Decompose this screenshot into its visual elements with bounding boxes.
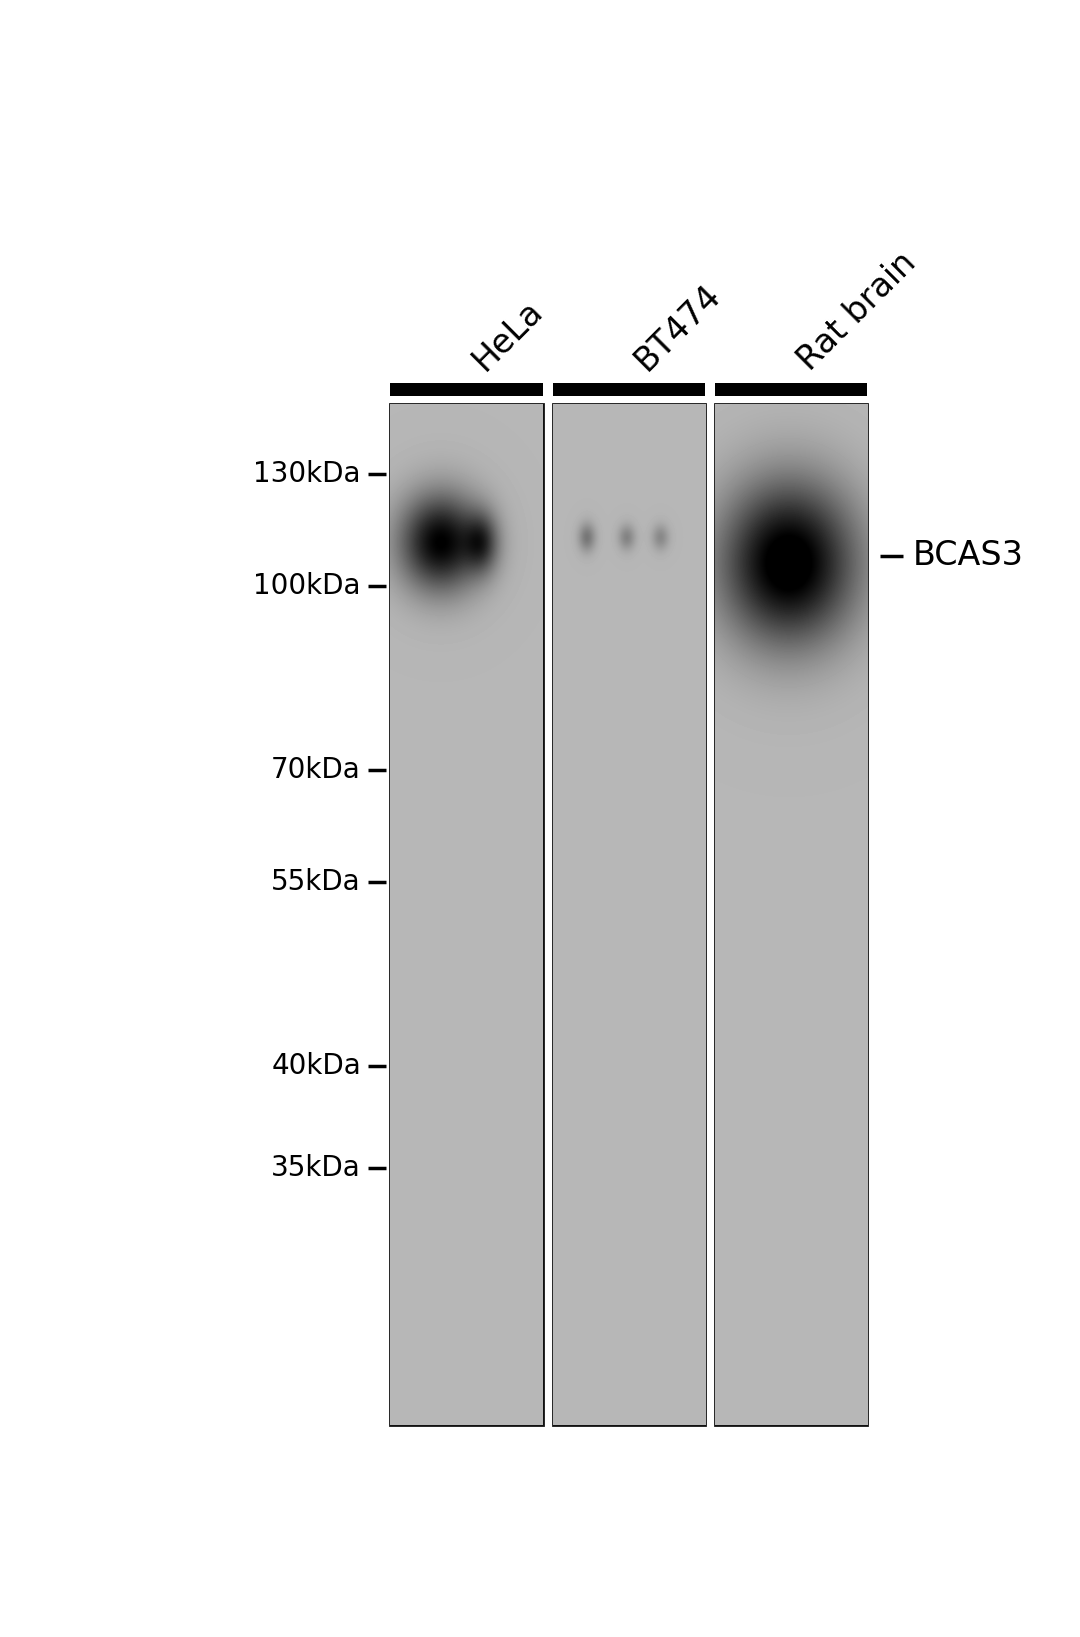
Text: 40kDa: 40kDa <box>271 1053 361 1080</box>
Text: 130kDa: 130kDa <box>254 460 361 488</box>
Text: HeLa: HeLa <box>467 293 550 377</box>
Text: Rat brain: Rat brain <box>792 246 922 377</box>
Bar <box>553 383 705 396</box>
Bar <box>553 404 705 1426</box>
Text: BT474: BT474 <box>629 278 728 377</box>
Text: 55kDa: 55kDa <box>271 868 361 895</box>
Text: 70kDa: 70kDa <box>271 756 361 784</box>
Bar <box>715 383 867 396</box>
Text: BCAS3: BCAS3 <box>913 539 1024 571</box>
Bar <box>715 404 867 1426</box>
Text: 100kDa: 100kDa <box>254 573 361 601</box>
Bar <box>390 383 542 396</box>
Bar <box>390 404 542 1426</box>
Text: 35kDa: 35kDa <box>271 1154 361 1182</box>
